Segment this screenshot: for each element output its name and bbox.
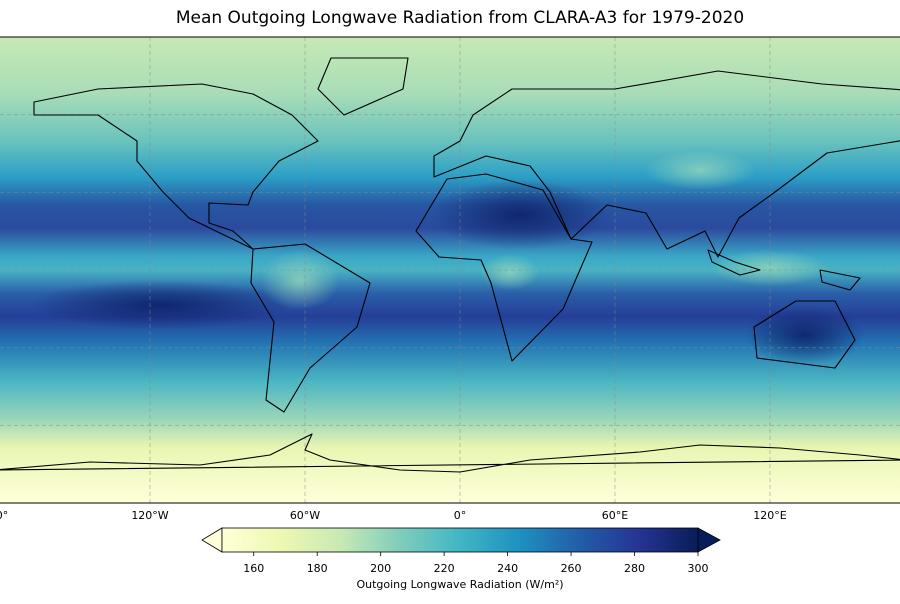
colorbar-scale [221, 527, 699, 553]
colorbar-tick-label: 160 [243, 562, 264, 575]
lon-tick-label: 60°W [290, 509, 320, 522]
lon-tick-label: 180° [0, 509, 8, 522]
coastline [433, 70, 900, 258]
field-shade [645, 150, 755, 190]
colorbar-tick-label: 260 [561, 562, 582, 575]
colorbar-tick-label: 220 [434, 562, 455, 575]
field-shade [260, 250, 340, 310]
colorbar-extend-min [201, 527, 223, 553]
field-shade [480, 254, 540, 290]
colorbar-tick-label: 200 [370, 562, 391, 575]
graticule [0, 37, 900, 503]
colorbar-tick-label: 180 [307, 562, 328, 575]
colorbar-tick-label: 280 [624, 562, 645, 575]
lon-tick-label: 120°E [753, 509, 786, 522]
map-frame [0, 36, 900, 504]
coastline [0, 433, 900, 473]
lon-tick-label: 60°E [602, 509, 628, 522]
coastlines [0, 57, 900, 473]
map-title: Mean Outgoing Longwave Radiation from CL… [176, 8, 744, 28]
colorbar-tick-label: 240 [497, 562, 518, 575]
coastline [753, 300, 856, 369]
coastline [33, 83, 319, 250]
map [0, 37, 900, 503]
field-shade [430, 180, 610, 250]
coastline [415, 173, 593, 362]
lon-tick-label: 120°W [131, 509, 168, 522]
field-shade [745, 305, 865, 365]
lon-tick-label: 0° [454, 509, 467, 522]
coastline [819, 269, 861, 291]
field-shade [30, 280, 290, 330]
coastline [317, 57, 409, 116]
colorbar: 160 180 200 220 240 260 280 300 Outgoing Longwav… [201, 527, 721, 591]
colorbar-extend-max [697, 527, 721, 553]
coastline [707, 249, 761, 276]
colorbar-tick-label: 300 [688, 562, 709, 575]
coastline [250, 243, 371, 413]
colorbar-label: Outgoing Longwave Radiation (W/m²) [356, 578, 563, 591]
